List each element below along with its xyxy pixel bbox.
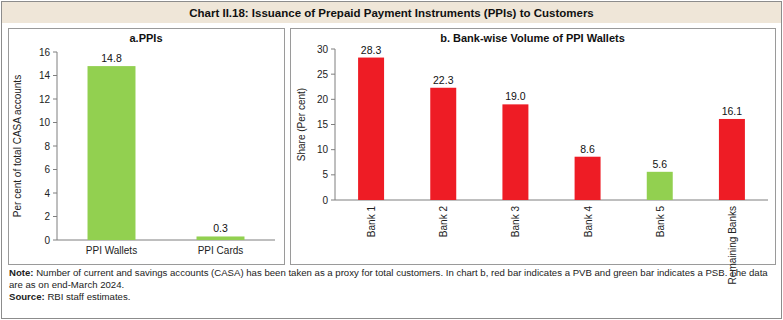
y-tick-label: 0 <box>44 235 50 246</box>
bar <box>197 236 245 240</box>
bar <box>647 172 673 200</box>
bar <box>719 119 745 200</box>
y-tick-label: 6 <box>44 164 50 175</box>
y-tick <box>331 99 335 100</box>
note-label: Note: <box>9 267 34 278</box>
y-tick-label: 12 <box>39 94 51 105</box>
y-tick-label: 15 <box>317 119 329 130</box>
data-label: 28.3 <box>361 44 382 56</box>
x-tick-label: Bank 5 <box>655 206 666 238</box>
note-label: Source: <box>9 291 45 302</box>
x-tick-label: Bank 2 <box>438 206 449 238</box>
y-tick-label: 0 <box>322 195 328 206</box>
note-line: Note: Number of current and savings acco… <box>9 267 775 291</box>
y-tick <box>53 169 57 170</box>
panel-title: a.PPIs <box>129 32 162 44</box>
y-axis-label: Share (Per cent) <box>296 88 307 161</box>
y-tick-label: 10 <box>317 144 329 155</box>
y-tick <box>53 122 57 123</box>
note-line: Source: RBI staff estimates. <box>9 291 775 303</box>
x-tick-label: PPI Cards <box>198 245 244 256</box>
bar <box>358 58 384 200</box>
bar <box>88 66 136 240</box>
data-label: 22.3 <box>433 74 454 86</box>
data-label: 0.3 <box>213 222 228 234</box>
bars <box>358 58 745 200</box>
bar <box>575 157 601 200</box>
data-label: 19.0 <box>505 90 526 102</box>
y-tick <box>53 216 57 217</box>
y-tick <box>331 149 335 150</box>
y-axis-label: Per cent of total CASA accounts <box>12 75 23 217</box>
y-tick-label: 8 <box>44 141 50 152</box>
data-label: 16.1 <box>722 105 743 117</box>
x-tick-label: Bank 3 <box>510 206 521 238</box>
bars <box>88 66 245 240</box>
x-tick-label: Bank 1 <box>366 206 377 238</box>
note-text: RBI staff estimates. <box>45 291 131 302</box>
y-tick <box>53 193 57 194</box>
y-tick-label: 10 <box>39 117 51 128</box>
y-tick-label: 25 <box>317 69 329 80</box>
y-tick <box>331 174 335 175</box>
y-tick-label: 5 <box>322 169 328 180</box>
y-tick-label: 4 <box>44 188 50 199</box>
data-label: 5.6 <box>652 158 667 170</box>
y-tick <box>53 52 57 53</box>
y-tick-label: 14 <box>39 70 51 81</box>
y-tick-label: 30 <box>317 44 329 55</box>
y-tick <box>53 99 57 100</box>
panel-frame <box>9 29 285 265</box>
panel: b. Bank-wise Volume of PPI Wallets Share … <box>291 29 776 285</box>
outer-frame <box>2 2 782 319</box>
y-axis-line <box>335 49 336 200</box>
x-tick-label: PPI Wallets <box>86 245 137 256</box>
chart-title: Chart II.18: Issuance of Prepaid Payment… <box>189 7 594 19</box>
x-tick-label: Bank 4 <box>583 206 594 238</box>
x-axis-line <box>335 200 768 201</box>
y-tick <box>331 74 335 75</box>
y-tick-label: 16 <box>39 47 51 58</box>
bar <box>430 88 456 200</box>
panel-frame <box>291 29 776 265</box>
y-tick <box>53 240 57 241</box>
y-tick <box>331 49 335 50</box>
y-tick <box>331 200 335 201</box>
y-tick <box>53 146 57 147</box>
bar <box>502 104 528 200</box>
note-text: Number of current and savings accounts (… <box>9 267 768 290</box>
notes: Note: Number of current and savings acco… <box>9 267 775 303</box>
y-tick-label: 20 <box>317 94 329 105</box>
y-tick-label: 2 <box>44 211 50 222</box>
data-label: 8.6 <box>580 143 595 155</box>
y-axis-line <box>57 52 58 240</box>
header-band <box>2 2 781 23</box>
panel: a.PPIs Per cent of total CASA accounts 0 2 4… <box>9 29 285 265</box>
y-tick <box>331 124 335 125</box>
panel-title: b. Bank-wise Volume of PPI Wallets <box>440 32 625 44</box>
y-tick <box>53 75 57 76</box>
data-label: 14.8 <box>101 52 122 64</box>
